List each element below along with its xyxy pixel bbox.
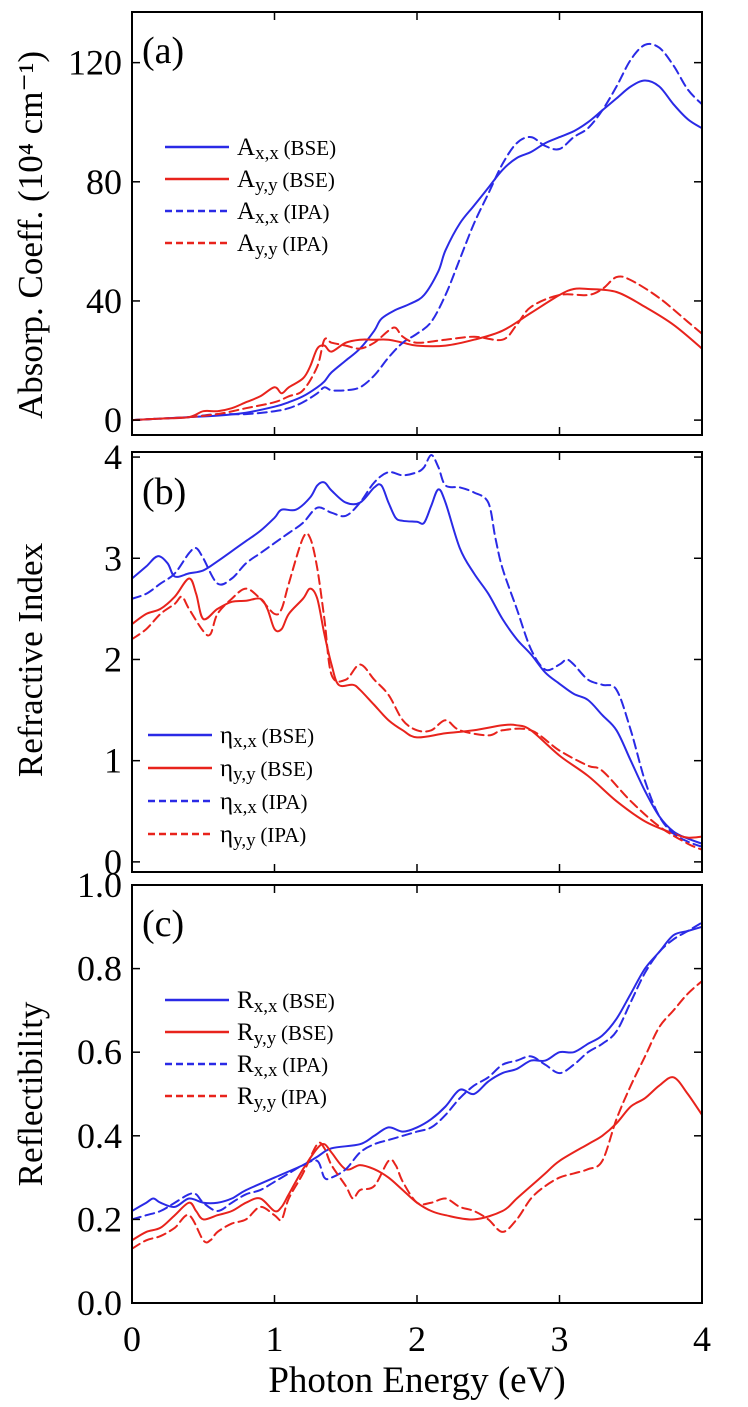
panel-a-series-a-yy-ipa [132,275,702,422]
panel-a-ytick-label: 120 [68,43,122,83]
panel-a-ytick-label: 40 [86,281,122,321]
legend-entry: Rx,x (BSE) [237,987,335,1017]
x-axis-label: Photon Energy (eV) [268,1360,565,1401]
panel-a-ytick-label: 80 [86,162,122,202]
panel-c-ytick-label: 1.0 [77,865,122,905]
panel-c-legend: Rx,x (BSE)Ry,y (BSE)Rx,x (IPA)Ry,y (IPA) [165,987,335,1113]
panel-b-ytick-label: 2 [104,639,122,679]
panel-c-ytick-label: 0.4 [77,1116,122,1156]
panel-c-label: (c) [142,903,184,945]
panel-b-legend: ηx,x (BSE)ηy,y (BSE)ηx,x (IPA)ηy,y (IPA) [148,722,314,851]
panel-b-ylabel: Refractive Index [11,542,50,777]
panel-a-series-a-xx-ipa [132,42,702,422]
panel-c-series [132,921,702,1250]
panel-c-ylabel: Reflectibility [11,1001,50,1186]
panel-a-series-a-yy-bse [132,287,702,422]
panel-c-series-r-xx-bse [132,925,702,1212]
panel-b-series-eta-yy-ipa [132,532,702,851]
legend-entry: Ry,y (IPA) [237,1083,327,1113]
panel-a-legend: Ax,x (BSE)Ay,y (BSE)Ax,x (IPA)Ay,y (IPA) [165,134,336,260]
x-tick-label: 1 [266,1319,284,1359]
panel-a-ylabel: Absorp. Coeff. (10⁴ cm⁻¹) [11,51,50,419]
legend-entry: ηx,x (BSE) [220,722,314,752]
panel-b-ytick-label: 0 [104,842,122,882]
panel-b-series-eta-xx-ipa [132,454,702,848]
panel-c: 0 1 2 3 4 0.0 0.2 0.4 0.6 0.8 1.0 (c) Reflectibili… [11,865,711,1359]
panel-b-ytick-label: 3 [104,538,122,578]
panel-c-ticks: 0 1 2 3 4 0.0 0.2 0.4 0.6 0.8 1.0 [77,865,711,1359]
panel-a-series-a-xx-bse [132,79,702,422]
panel-c-ytick-label: 0.0 [77,1283,122,1323]
panel-b-ytick-label: 4 [104,437,122,477]
legend-entry: ηx,x (IPA) [220,788,307,818]
panel-a: 0 40 80 120 (a) Absorp. Coeff. (10⁴ cm⁻¹) A… [11,11,703,440]
panel-b-series-eta-xx-bse [132,481,702,845]
legend-entry: Ax,x (BSE) [237,134,336,164]
panel-c-frame [131,884,703,1304]
legend-entry: Ax,x (IPA) [237,198,329,228]
panel-c-ytick-label: 0.6 [77,1032,122,1072]
panel-c-series-r-xx-ipa [132,921,702,1221]
panel-c-ytick-label: 0.2 [77,1199,122,1239]
legend-entry: ηy,y (BSE) [220,755,313,785]
x-tick-label: 0 [123,1319,141,1359]
panel-b-series [132,454,702,851]
panel-a-label: (a) [142,30,184,72]
panel-b-ytick-label: 1 [104,741,122,781]
panel-a-ytick-label: 0 [104,400,122,440]
legend-entry: Ay,y (BSE) [237,166,335,196]
panel-a-ticks: 0 40 80 120 [68,12,703,440]
panel-b-ticks: 0 1 2 3 4 [104,437,703,882]
legend-entry: Ry,y (BSE) [237,1019,333,1049]
panel-c-ytick-label: 0.8 [77,949,122,989]
legend-entry: Ay,y (IPA) [237,230,328,260]
panel-c-series-r-yy-bse [132,1076,702,1242]
x-tick-label: 4 [693,1319,711,1359]
x-tick-label: 2 [408,1319,426,1359]
legend-entry: Rx,x (IPA) [237,1051,328,1081]
panel-b-series-eta-yy-bse [132,577,702,839]
panel-a-frame [131,11,703,436]
legend-entry: ηy,y (IPA) [220,821,306,851]
panel-b-frame [131,451,703,873]
x-tick-label: 3 [551,1319,569,1359]
panel-b-label: (b) [142,471,186,513]
panel-c-series-r-yy-ipa [132,980,702,1250]
panel-a-series [132,42,702,422]
